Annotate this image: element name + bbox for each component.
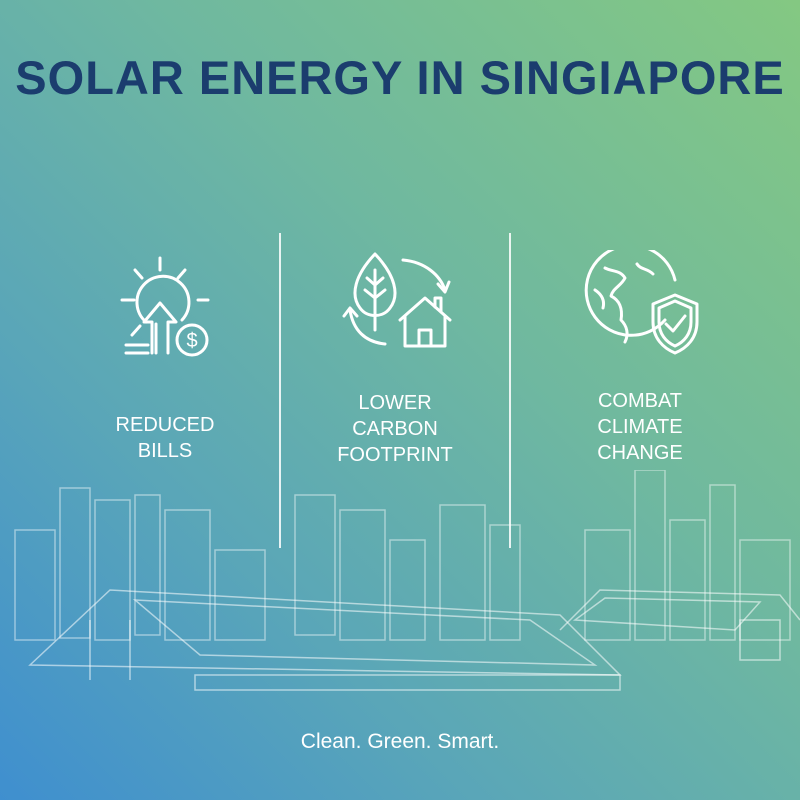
page-title: SOLAR ENERGY IN SINGIAPORE: [15, 51, 785, 104]
label-line: BILLS: [137, 440, 193, 462]
leaf-house-recycle-icon: [342, 252, 452, 348]
label-line: LOWER: [358, 392, 432, 414]
benefit-lower-carbon-footprint: [285, 250, 505, 350]
solar-roof-right: [559, 589, 800, 661]
benefit-label: COMBAT CLIMATE CHANGE: [530, 388, 750, 466]
sun-dollar-arrow-icon: $: [120, 256, 210, 357]
solar-roof-left: [28, 589, 622, 691]
label-line: COMBAT: [597, 390, 683, 412]
column-divider: [279, 233, 281, 548]
label-line: CLIMATE: [597, 416, 683, 438]
globe-shield-check-icon: [584, 250, 699, 355]
city-skyline-solar-roofs-illustration: [14, 470, 800, 691]
benefit-reduced-bills: $: [55, 250, 275, 360]
column-divider: [509, 233, 511, 548]
label-line: REDUCED: [115, 414, 215, 436]
benefit-combat-climate-change: [530, 250, 750, 360]
benefit-label: REDUCED BILLS: [55, 412, 275, 464]
svg-text:$: $: [186, 330, 197, 352]
benefit-label: LOWER CARBON FOOTPRINT: [285, 390, 505, 468]
label-line: FOOTPRINT: [337, 444, 453, 466]
tagline: Clean. Green. Smart.: [300, 730, 500, 753]
skyline-buildings: [14, 470, 791, 641]
label-line: CARBON: [352, 418, 438, 440]
label-line: CHANGE: [597, 442, 683, 464]
